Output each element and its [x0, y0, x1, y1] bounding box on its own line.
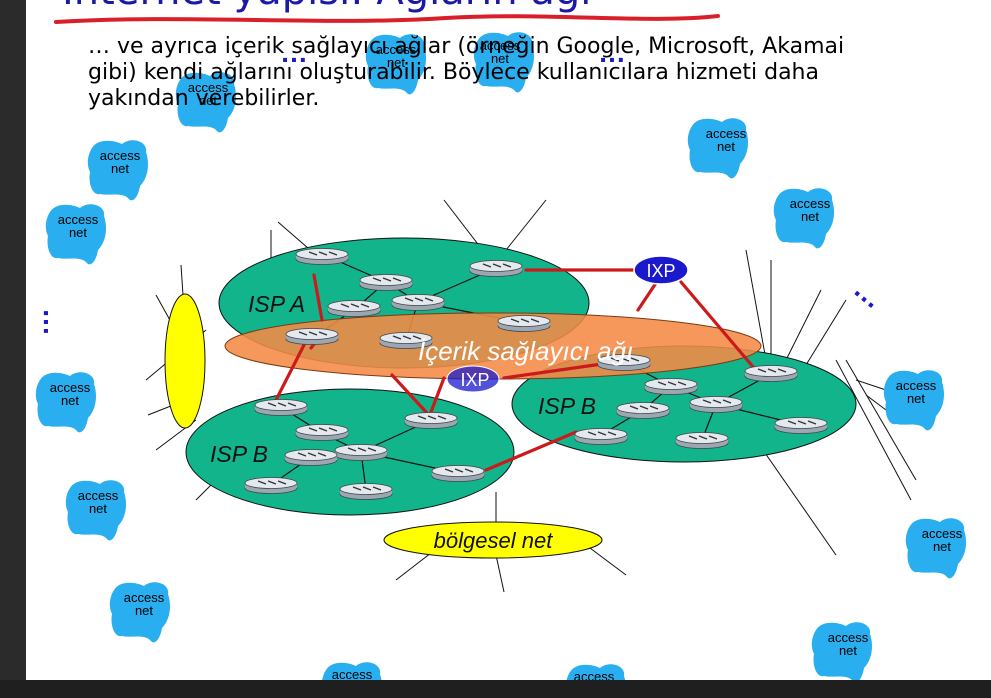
ixp-middle-label: IXP: [460, 370, 489, 390]
regional-net-left: [164, 293, 206, 429]
isp-b-left-label: ISP B: [210, 441, 268, 467]
title-underline: [54, 14, 720, 24]
bottom-bar: [0, 680, 991, 698]
ixp-middle: [446, 365, 500, 393]
slide-title: Internet yapısı: Ağların ağı: [62, 0, 591, 14]
ellipsis-top-right: …: [598, 37, 626, 68]
ellipsis-right: …: [848, 273, 889, 315]
peripheral-links: [145, 199, 917, 593]
access-networks: access net access net access net access net …: [35, 32, 966, 680]
regional-net-label: bölgesel net: [434, 528, 554, 553]
slide-subtitle: … ve ayrıca içerik sağlayıcı ağlar (örne…: [88, 34, 845, 111]
ellipsis-left: …: [26, 308, 54, 336]
ixp-top: [633, 255, 689, 285]
slide: IXP IXP ISP A İçerik sağlayıcı ağı ISP B…: [26, 0, 991, 680]
isp-b-right-label: ISP B: [538, 393, 596, 419]
peering-links: [274, 268, 756, 472]
content-provider-label: İçerik sağlayıcı ağı: [418, 336, 633, 366]
isp-a-label: ISP A: [248, 291, 305, 317]
network-diagram: IXP IXP ISP A İçerik sağlayıcı ağı ISP B…: [26, 32, 966, 680]
ellipsis-top-left: …: [280, 37, 308, 68]
ixp-top-label: IXP: [646, 261, 675, 281]
regional-net: [383, 521, 603, 559]
